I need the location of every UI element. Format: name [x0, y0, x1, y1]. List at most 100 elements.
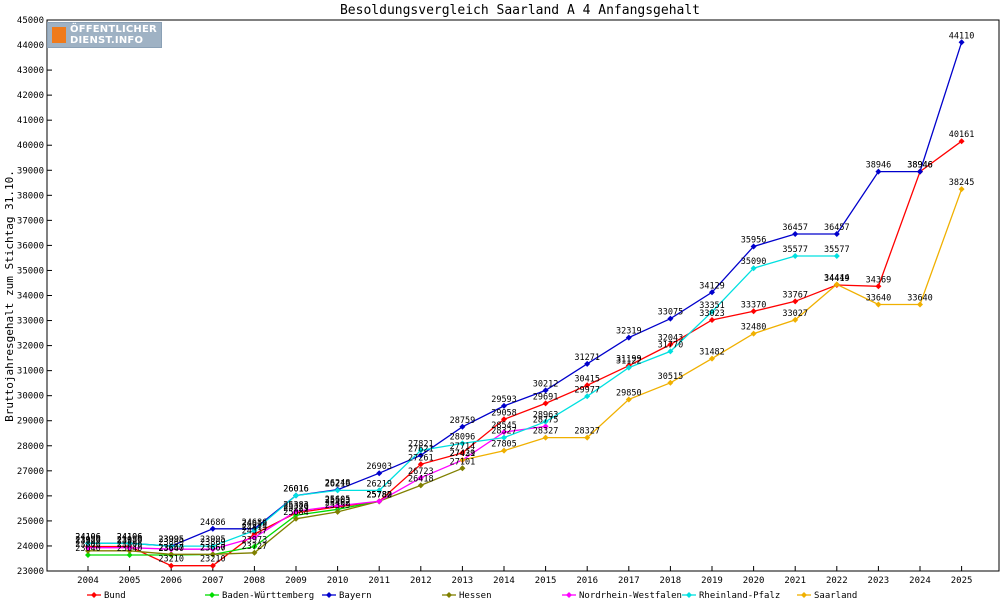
logo: ÖFFENTLICHER DIENST.INFO [47, 22, 162, 48]
x-tick-label: 2019 [701, 576, 723, 586]
data-label-bund: 25563 [325, 496, 351, 506]
data-point-rheinland-pfalz [584, 393, 591, 400]
data-point-nordrhein-westfalen [542, 423, 549, 430]
data-label-rheinland-pfalz: 28096 [450, 432, 476, 442]
data-label-bayern: 36457 [782, 223, 808, 233]
legend-label: Nordrhein-Westfalen [579, 591, 682, 600]
data-point-nordrhein-westfalen [209, 546, 216, 553]
data-label-bund: 40161 [949, 130, 975, 140]
y-tick-label: 33000 [17, 317, 44, 327]
data-label-rheinland-pfalz: 24613 [242, 520, 268, 530]
x-tick-label: 2010 [327, 576, 349, 586]
data-point-rheinland-pfalz [293, 492, 299, 499]
data-label-hessen: 23727 [242, 542, 268, 552]
data-point-rheinland-pfalz [792, 253, 799, 260]
data-label-rheinland-pfalz: 26219 [366, 479, 392, 489]
data-label-bayern: 26248 [325, 479, 351, 489]
y-tick-label: 26000 [17, 492, 44, 502]
data-point-bund [168, 562, 175, 569]
legend-label: Rheinland-Pfalz [699, 591, 780, 600]
data-label-rheinland-pfalz: 27821 [408, 439, 434, 449]
y-tick-label: 31000 [17, 367, 44, 377]
legend-marker [801, 592, 807, 598]
legend-label: Baden-Württemberg [222, 591, 314, 600]
y-tick-label: 37000 [17, 216, 44, 226]
data-label-rheinland-pfalz: 24106 [75, 532, 101, 542]
data-label-saarland: 27805 [491, 440, 517, 450]
legend-marker [446, 592, 452, 598]
data-point-bund [667, 341, 674, 348]
data-point-saarland [501, 447, 507, 454]
data-label-bayern: 33075 [658, 308, 684, 318]
data-point-nordrhein-westfalen [85, 544, 91, 551]
data-label-saarland: 30515 [658, 372, 684, 382]
x-tick-label: 2012 [410, 576, 432, 586]
data-label-bund: 34419 [824, 274, 850, 284]
data-label-rheinland-pfalz: 23995 [158, 535, 184, 545]
legend-marker [326, 592, 332, 598]
x-tick-label: 2011 [368, 576, 390, 586]
x-tick-label: 2008 [244, 576, 266, 586]
data-label-hessen: 25084 [283, 508, 309, 518]
data-label-baden-wuerttemberg: 25780 [366, 490, 392, 500]
data-label-rheinland-pfalz: 31122 [616, 357, 642, 367]
data-label-rheinland-pfalz: 26219 [325, 479, 351, 489]
legend-label: Saarland [814, 591, 857, 600]
data-label-bayern: 29593 [491, 395, 517, 405]
data-label-bund: 25780 [366, 490, 392, 500]
data-point-bayern [917, 168, 923, 175]
data-label-rheinland-pfalz: 35577 [782, 245, 808, 255]
data-point-saarland [750, 330, 757, 337]
data-label-bayern: 24686 [200, 518, 226, 528]
data-point-rheinland-pfalz [376, 487, 383, 494]
data-point-baden-wuerttemberg [251, 543, 258, 550]
data-point-hessen [126, 547, 133, 554]
data-label-nordrhein-westfalen: 23869 [158, 538, 184, 548]
data-point-hessen [459, 465, 466, 472]
data-label-bund: 24475 [242, 523, 268, 533]
y-tick-label: 23000 [17, 567, 44, 577]
data-point-bayern [792, 230, 799, 237]
data-point-bayern [542, 387, 549, 394]
data-point-baden-wuerttemberg [85, 551, 91, 558]
data-point-saarland [667, 379, 674, 386]
data-point-bund [709, 316, 715, 323]
y-tick-label: 42000 [17, 91, 44, 101]
data-point-rheinland-pfalz [833, 253, 840, 260]
data-label-hessen: 23806 [117, 540, 143, 550]
data-label-bayern: 24686 [242, 518, 268, 528]
x-tick-label: 2018 [660, 576, 682, 586]
y-tick-label: 32000 [17, 342, 44, 352]
data-point-rheinland-pfalz [251, 527, 258, 534]
data-label-baden-wuerttemberg: 25229 [283, 504, 309, 514]
data-point-bund [958, 138, 965, 145]
data-point-saarland [459, 457, 466, 464]
data-point-bayern [833, 230, 840, 237]
data-point-rheinland-pfalz [625, 364, 632, 371]
data-label-hessen: 23667 [158, 543, 184, 553]
data-label-bund: 27714 [450, 442, 476, 452]
data-label-bayern: 27621 [408, 444, 434, 454]
data-label-bund: 29691 [533, 392, 559, 402]
data-label-bayern: 31271 [574, 353, 600, 363]
data-point-nordrhein-westfalen [334, 502, 341, 509]
chart-title: Besoldungsvergleich Saarland A 4 Anfangs… [340, 3, 700, 18]
data-label-bund: 33767 [782, 290, 808, 300]
data-label-nordrhein-westfalen: 28545 [491, 421, 517, 431]
data-point-bayern [750, 243, 757, 250]
x-tick-label: 2006 [160, 576, 182, 586]
data-point-rheinland-pfalz [542, 418, 549, 425]
data-label-hessen: 23667 [200, 543, 226, 553]
logo-line-1: ÖFFENTLICHER [70, 24, 157, 35]
x-tick-label: 2021 [784, 576, 806, 586]
legend-label: Hessen [459, 591, 492, 600]
data-label-rheinland-pfalz: 31770 [658, 340, 684, 350]
data-label-bund: 25320 [283, 502, 309, 512]
data-point-nordrhein-westfalen [293, 508, 299, 515]
data-point-nordrhein-westfalen [501, 429, 507, 436]
data-label-nordrhein-westfalen: 23929 [75, 537, 101, 547]
legend-marker [686, 592, 692, 598]
data-label-baden-wuerttemberg: 23640 [117, 544, 143, 554]
data-point-bayern [875, 168, 882, 175]
